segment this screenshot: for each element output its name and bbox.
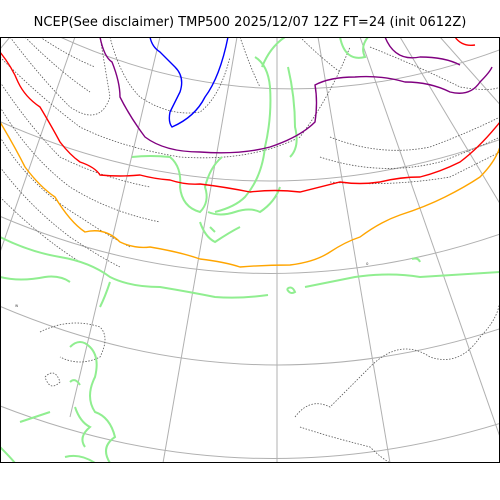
isotherm-red [0, 51, 500, 193]
isotherm-purple-north [384, 37, 461, 66]
isotherm-orange [0, 121, 500, 268]
dotted-contours [0, 37, 500, 463]
map-border [0, 37, 500, 463]
isotherm-purple [99, 37, 493, 154]
map-panel: w o [0, 37, 500, 463]
tiny-label-mid: o [366, 261, 369, 266]
coastlines [0, 37, 500, 463]
meridian-lines [0, 37, 500, 463]
temperature-map: w o [0, 37, 500, 463]
map-title: NCEP(See disclaimer) TMP500 2025/12/07 1… [33, 15, 467, 30]
tiny-label-left: w [15, 303, 19, 308]
isotherm-red-north [454, 37, 476, 47]
isotherm-blue [149, 37, 229, 128]
